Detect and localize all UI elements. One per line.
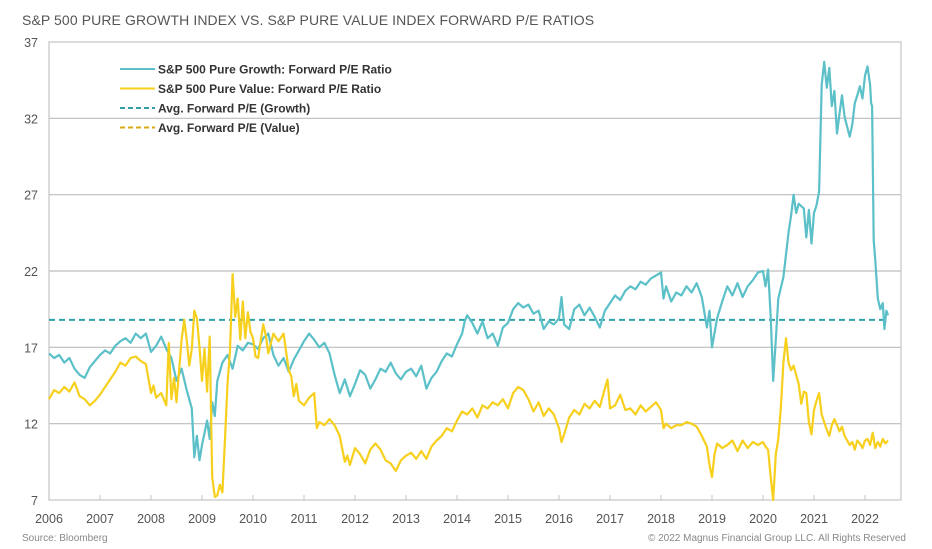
x-tick-label: 2006 [35,512,63,526]
x-tick-label: 2014 [443,512,471,526]
legend-label: Avg. Forward P/E (Value) [158,121,300,135]
x-tick-label: 2020 [749,512,777,526]
x-tick-label: 2022 [851,512,879,526]
legend-label: Avg. Forward P/E (Growth) [158,102,310,116]
growth-pe-line [48,60,890,462]
x-tick-label: 2017 [596,512,624,526]
x-tick-label: 2007 [86,512,114,526]
y-tick-label: 7 [31,494,38,508]
plot-border [48,41,902,501]
x-tick-label: 2012 [341,512,369,526]
x-axis: 2006 2007 2008 2009 2010 2011 2012 2013 2014 2015… [35,495,879,526]
source-note: Source: Bloomberg [22,533,108,544]
x-tick-label: 2019 [698,512,726,526]
x-tick-label: 2010 [239,512,267,526]
y-tick-label: 17 [24,341,38,355]
x-tick-label: 2009 [188,512,216,526]
x-tick-label: 2008 [137,512,165,526]
y-tick-label: 32 [24,112,38,126]
x-tick-label: 2018 [647,512,675,526]
chart-title: S&P 500 PURE GROWTH INDEX VS. S&P PURE V… [22,12,595,28]
y-tick-label: 27 [24,189,38,203]
y-axis: 7 12 17 22 27 32 37 [24,36,38,508]
x-tick-label: 2013 [392,512,420,526]
value-pe-line [48,273,889,502]
x-tick-label: 2015 [494,512,522,526]
y-tick-label: 37 [24,36,38,50]
plot-frame [48,41,902,501]
y-tick-label: 12 [24,418,38,432]
grid-lines [49,117,901,425]
y-tick-label: 22 [24,265,38,279]
series-group [48,60,890,502]
x-tick-label: 2016 [545,512,573,526]
copyright-note: © 2022 Magnus Financial Group LLC. All R… [647,533,906,544]
x-tick-label: 2011 [291,512,318,526]
legend-label: S&P 500 Pure Value: Forward P/E Ratio [158,82,381,96]
x-tick-label: 2021 [800,512,828,526]
legend: S&P 500 Pure Growth: Forward P/E Ratio S&… [120,63,392,135]
legend-label: S&P 500 Pure Growth: Forward P/E Ratio [158,63,392,77]
